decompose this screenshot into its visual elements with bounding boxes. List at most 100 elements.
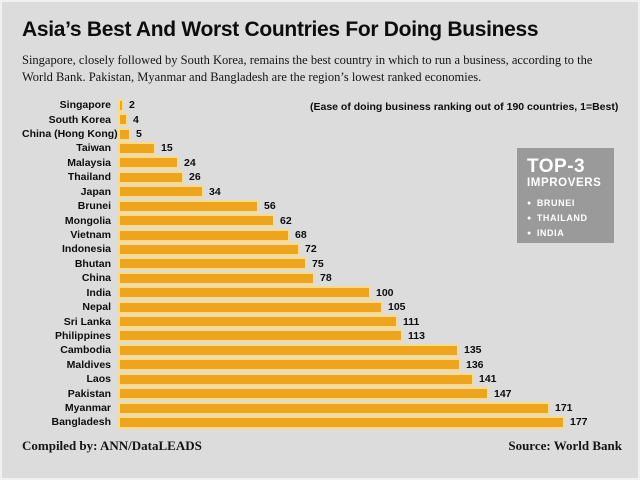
rank-value: 105: [388, 301, 406, 314]
chart-row: Indonesia 72: [22, 242, 632, 256]
rank-bar: [118, 257, 307, 271]
rank-value: 177: [570, 416, 588, 429]
top3-item: ● THAILAND: [527, 211, 608, 226]
rank-value: 34: [209, 185, 221, 198]
chart-row: Philippines 113: [22, 329, 632, 343]
top3-item-label: BRUNEI: [536, 198, 575, 208]
country-label: Indonesia: [61, 243, 111, 256]
rank-value: 15: [161, 142, 173, 155]
bullet-icon: ●: [527, 230, 532, 237]
chart-row: India 100: [22, 285, 632, 300]
chart-row: Malaysia 24: [22, 156, 632, 170]
rank-value: 56: [264, 200, 276, 213]
chart-row: Bhutan 75: [22, 257, 632, 271]
top3-improvers-box: TOP-3 IMPROVERS ● BRUNEI ● THAILAND ● INDIA: [517, 148, 614, 243]
rank-bar: [118, 315, 398, 329]
bullet-icon: ●: [527, 200, 532, 207]
chart-row: Bangladesh 177: [22, 415, 632, 429]
chart-row: Myanmar 171: [22, 401, 632, 415]
rank-bar: [118, 127, 131, 141]
rank-bar: [118, 300, 383, 314]
bullet-icon: ●: [527, 215, 532, 222]
chart-row: Nepal 105: [22, 300, 632, 314]
rank-value: 62: [280, 214, 292, 227]
top3-item-label: INDIA: [536, 228, 565, 238]
rank-value: 141: [479, 373, 497, 386]
country-label: Singapore: [59, 99, 111, 112]
country-label: Cambodia: [60, 344, 111, 357]
rank-bar: [118, 113, 128, 127]
country-label: China: [81, 272, 111, 285]
compiled-by-text: Compiled by: ANN/DataLEADS: [22, 438, 202, 453]
rank-value: 135: [464, 344, 482, 357]
rank-value: 136: [466, 358, 484, 371]
country-label: Sri Lanka: [63, 315, 111, 328]
country-label: Vietnam: [70, 229, 111, 241]
chart-row: Singapore 2: [22, 98, 632, 112]
country-label: India: [86, 286, 111, 299]
source-text: Source: World Bank: [508, 438, 622, 453]
rank-value: 5: [136, 128, 142, 141]
chart-row: Pakistan 147: [22, 386, 632, 401]
footer: Compiled by: ANN/DataLEADS Source: World…: [22, 438, 622, 454]
rank-value: 72: [305, 243, 317, 256]
country-label: China (Hong Kong): [22, 128, 118, 141]
rank-bar: [118, 214, 275, 228]
rank-value: 113: [408, 329, 425, 342]
chart-row: Taiwan 15: [22, 141, 632, 155]
country-label: Philippines: [54, 329, 111, 342]
subtitle: Singapore, closely followed by South Kor…: [22, 53, 593, 85]
top3-item-label: THAILAND: [536, 213, 588, 223]
rank-value: 171: [555, 402, 573, 415]
chart-row: Brunei 56: [22, 199, 632, 213]
country-label: South Korea: [48, 113, 111, 126]
country-label: Malaysia: [67, 156, 111, 169]
chart-note: (Ease of doing business ranking out of 1…: [310, 101, 619, 113]
chart-row: Cambodia 135: [22, 343, 632, 357]
rank-value: 111: [403, 315, 420, 328]
country-label: Thailand: [67, 171, 111, 184]
chart-row: Maldives 136: [22, 358, 632, 372]
top3-item: ● INDIA: [527, 226, 608, 241]
rank-value: 26: [189, 171, 201, 184]
rank-bar: [118, 286, 371, 300]
chart-row: Japan 34: [22, 185, 632, 199]
country-label: Bangladesh: [51, 416, 111, 429]
rank-value: 100: [376, 286, 394, 299]
country-label: Pakistan: [67, 387, 111, 400]
rank-bar: [118, 242, 300, 256]
chart-row: Vietnam 68: [22, 228, 632, 242]
country-label: Bhutan: [74, 257, 111, 270]
rank-bar: [118, 415, 565, 429]
rank-bar: [118, 141, 156, 155]
rank-bar: [118, 156, 179, 170]
chart-row: Thailand 26: [22, 170, 632, 184]
rank-bar: [118, 228, 290, 242]
rank-bar: [118, 387, 489, 401]
rank-bar: [118, 199, 259, 213]
rank-value: 75: [312, 257, 324, 270]
rank-bar: [118, 343, 459, 357]
bar-chart: Singapore 2 South Korea 4 China (Hong Kong) 5…: [22, 98, 632, 430]
country-label: Myanmar: [64, 402, 111, 415]
chart-row: Sri Lanka 111: [22, 314, 632, 329]
country-label: Brunei: [77, 200, 111, 213]
rank-bar: [118, 98, 124, 112]
rank-value: 4: [133, 113, 139, 126]
top3-item: ● BRUNEI: [527, 196, 608, 211]
rank-value: 78: [320, 272, 332, 285]
country-label: Maldives: [66, 358, 111, 371]
rank-value: 2: [129, 99, 135, 112]
top3-subtitle: IMPROVERS: [527, 177, 602, 189]
country-label: Mongolia: [64, 214, 111, 227]
rank-bar: [118, 358, 461, 372]
rank-bar: [118, 170, 184, 184]
country-label: Japan: [80, 185, 111, 198]
chart-row: Laos 141: [22, 372, 632, 386]
top3-list: ● BRUNEI ● THAILAND ● INDIA: [527, 196, 608, 241]
rank-bar: [118, 329, 403, 343]
page-title: Asia’s Best And Worst Countries For Doin…: [22, 18, 539, 41]
chart-row: Mongolia 62: [22, 213, 632, 228]
chart-row: China (Hong Kong) 5: [22, 127, 632, 141]
